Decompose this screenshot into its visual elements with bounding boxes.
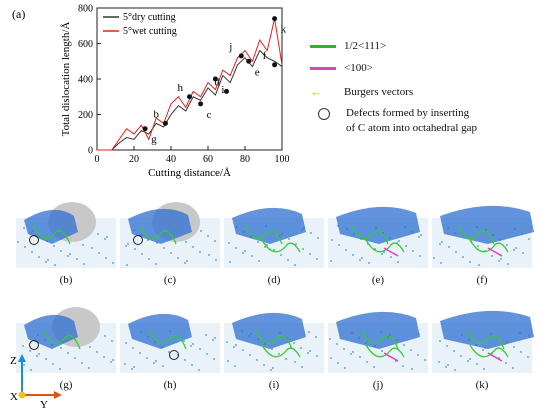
legend-item-111: 1/2<111>	[310, 40, 386, 52]
panel-label: (e)	[371, 274, 385, 286]
y-tick-label: 600	[78, 39, 93, 50]
annotation-marker	[198, 101, 204, 107]
legend-label-111: 1/2<111>	[344, 40, 387, 52]
snapshot-panel-e: (e)	[326, 200, 430, 288]
y-tick-label: 0	[88, 146, 93, 157]
legend-label-100: <100>	[344, 62, 373, 74]
snapshot-panel-h: (h)	[118, 305, 222, 393]
z-axis-label: Z	[10, 355, 17, 367]
legend-item-burgers: ← Burgers vectors	[310, 84, 413, 100]
annotation-marker	[238, 53, 244, 59]
legend-label-defects: Defects formed by inserting of C atom in…	[346, 107, 478, 134]
x-tick-label: 100	[275, 154, 290, 165]
panel-label: (d)	[267, 274, 281, 286]
arrow-left-icon: ←	[310, 84, 323, 99]
z-axis-arrow	[18, 354, 26, 362]
y-axis-title: Total dislocation length/Å	[60, 22, 72, 137]
y-axis-arrow	[54, 391, 62, 399]
annotation-marker	[187, 94, 192, 100]
y-tick-label: 400	[78, 75, 93, 86]
x-axis-label: X	[10, 391, 18, 403]
annotation-label-h: h	[178, 82, 184, 94]
panel-label: (g)	[59, 379, 73, 391]
x-axis-title: Cutting distance/Å	[148, 167, 231, 179]
snapshot-panel-d: (d)	[222, 200, 326, 288]
annotation-label-i: i	[221, 84, 224, 96]
annotation-label-b: b	[153, 108, 159, 120]
panel-label: (f)	[476, 274, 488, 286]
annotation-label-k: k	[281, 24, 287, 36]
legend-line-green	[310, 44, 336, 48]
panel-label: (h)	[163, 379, 177, 391]
legend-line-magenta	[310, 66, 336, 70]
x-axis-dot	[18, 391, 26, 399]
y-tick-label: 200	[78, 110, 93, 121]
chart-legend-label-1: 5°wet cutting	[123, 26, 177, 37]
x-tick-label: 40	[166, 154, 176, 165]
annotation-label-d: d	[215, 76, 221, 88]
series-line-1	[97, 18, 283, 151]
y-tick-label: 800	[78, 4, 93, 15]
annotation-label-f: f	[263, 50, 267, 62]
series-line-0	[97, 49, 283, 151]
legend-item-defects: Defects formed by inserting of C atom in…	[310, 106, 477, 136]
annotation-label-c: c	[207, 109, 212, 121]
annotation-marker	[224, 88, 229, 94]
snapshot-panel-b: (b)	[14, 200, 118, 288]
circle-icon	[318, 108, 330, 120]
annotation-marker	[162, 120, 168, 126]
panel-label: (j)	[372, 379, 384, 391]
annotation-marker	[272, 16, 278, 22]
legend-item-100: <100>	[310, 62, 373, 74]
snapshot-panel-j: (j)	[326, 305, 430, 393]
annotation-marker	[212, 76, 218, 82]
chart-legend-label-0: 5°dry cutting	[123, 12, 176, 23]
x-tick-label: 60	[203, 154, 213, 165]
annotation-label-e: e	[255, 66, 260, 78]
annotation-marker	[272, 62, 278, 68]
legend-label-burgers: Burgers vectors	[344, 86, 414, 98]
annotation-label-g: g	[151, 134, 157, 146]
axes-triad: Z X Y	[10, 354, 62, 410]
panel-label: (b)	[59, 274, 73, 286]
panel-label: (k)	[475, 379, 489, 391]
dislocation-chart: (a) 0 20 40 60 80 100 0 200 400 600 800 Cutting dist…	[12, 4, 290, 180]
snapshot-panel-k: (k)	[430, 305, 534, 393]
panel-label: (c)	[163, 274, 177, 286]
annotation-marker	[142, 126, 148, 132]
x-tick-label: 0	[95, 154, 100, 165]
annotation-marker	[246, 58, 252, 64]
annotation-label-j: j	[228, 41, 232, 53]
snapshot-panel-c: (c)	[118, 200, 222, 288]
y-axis-label: Y	[40, 399, 48, 410]
x-tick-label: 80	[240, 154, 250, 165]
snapshot-panel-f: (f)	[430, 200, 534, 288]
panel-label: (i)	[268, 379, 280, 391]
x-tick-label: 20	[129, 154, 139, 165]
snapshot-panel-i: (i)	[222, 305, 326, 393]
snapshot-panel-g: (g)	[14, 305, 118, 393]
panel-a-label: (a)	[12, 7, 25, 21]
